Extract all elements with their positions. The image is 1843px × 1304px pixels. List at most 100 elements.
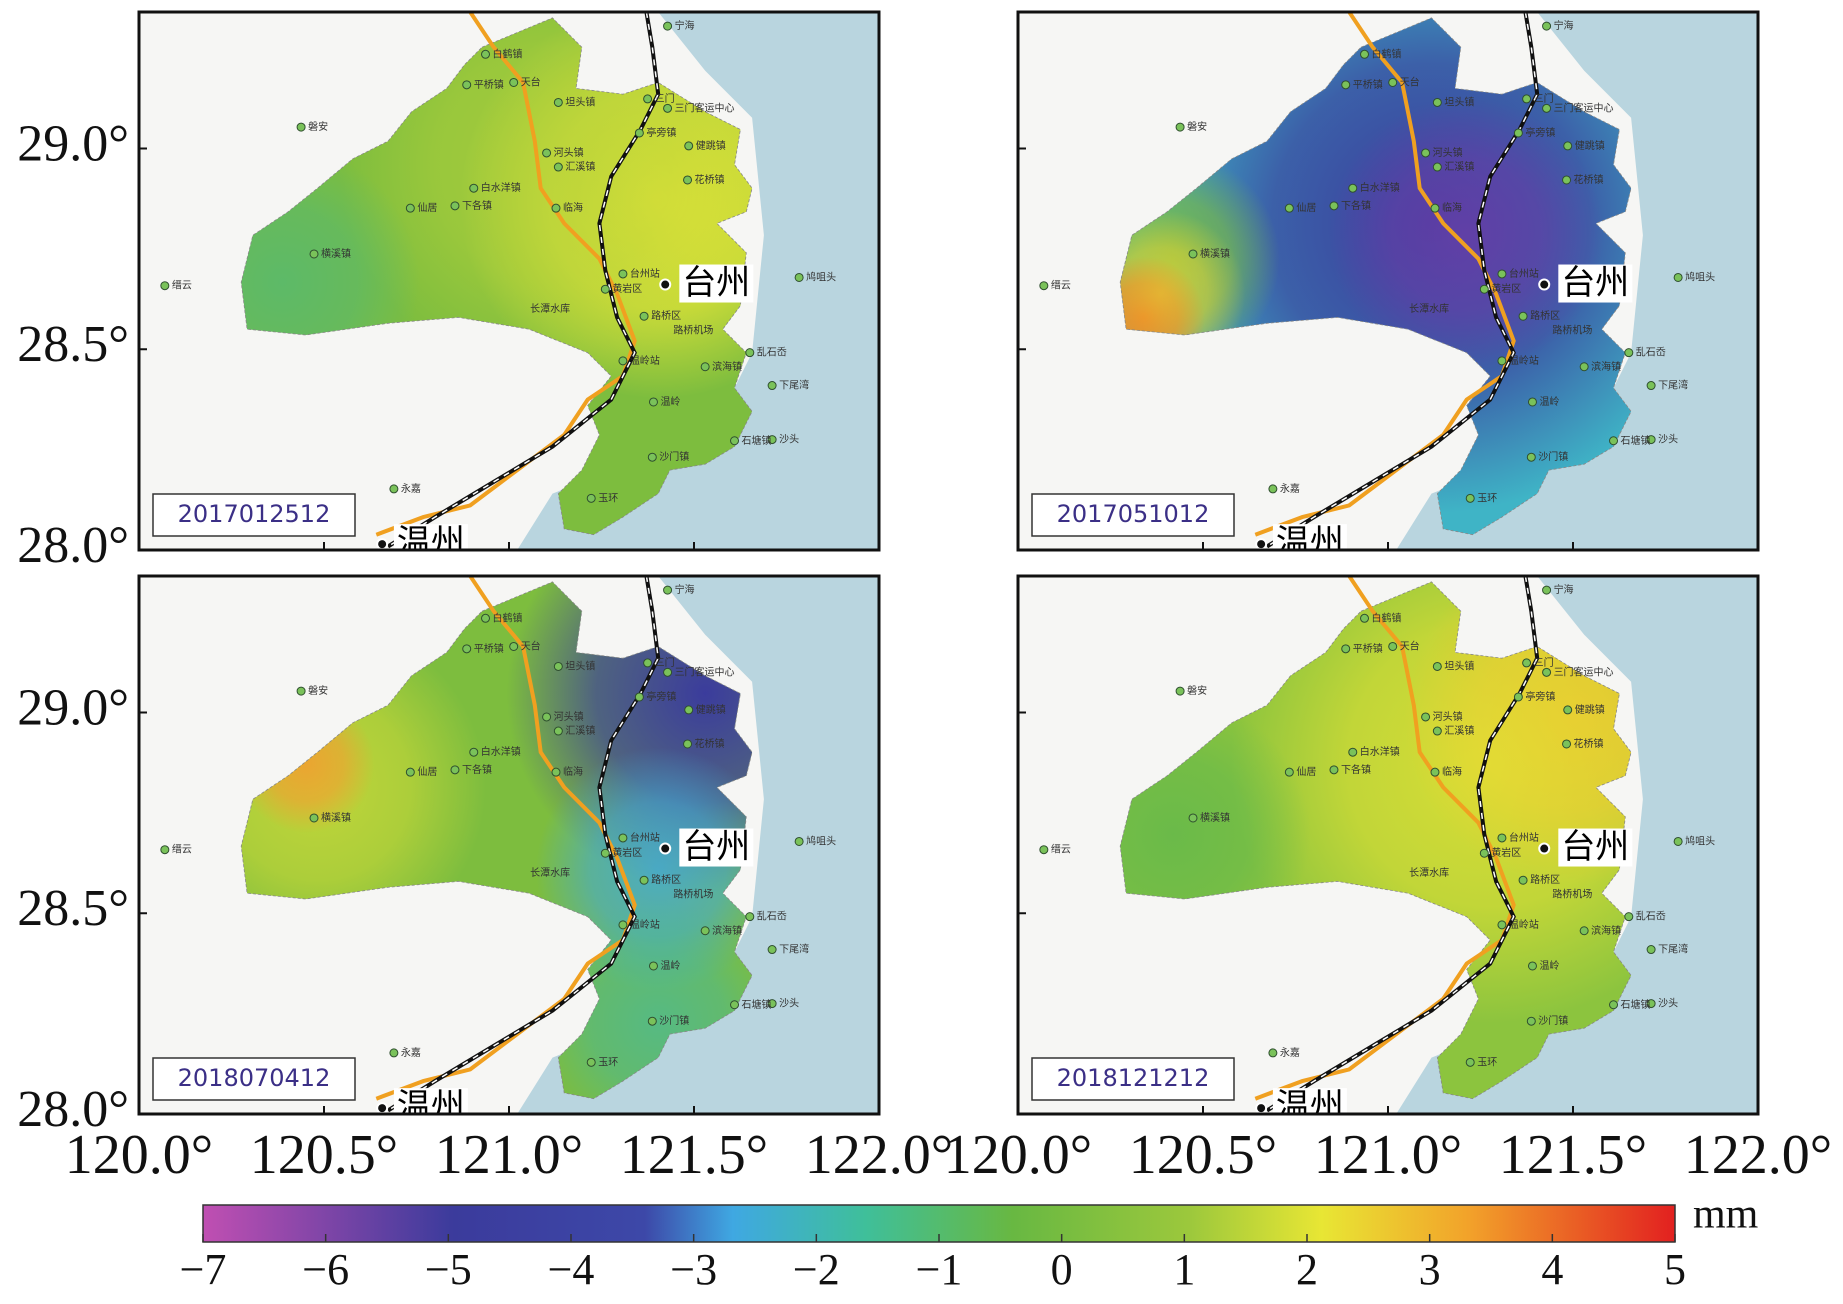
place-label: 下尾湾 bbox=[779, 943, 809, 956]
place-marker bbox=[1188, 813, 1198, 823]
place-marker bbox=[469, 747, 479, 757]
place-marker bbox=[1175, 686, 1185, 696]
city-marker bbox=[659, 842, 672, 855]
city-label: 温州 bbox=[397, 1087, 465, 1127]
place-label: 天台 bbox=[1400, 639, 1420, 652]
y-tick-label: 28.5° bbox=[17, 316, 129, 373]
field-blob bbox=[1329, 97, 1605, 373]
place-label: 路桥机场 bbox=[1552, 323, 1592, 336]
x-tick-label: 122.0° bbox=[1684, 1124, 1832, 1186]
place-marker bbox=[1268, 1048, 1278, 1058]
place-label: 缙云 bbox=[172, 279, 192, 292]
date-label: 2018070412 bbox=[178, 1064, 331, 1092]
place-marker bbox=[481, 49, 491, 59]
place-marker bbox=[600, 848, 610, 858]
place-label: 三门客运中心 bbox=[1554, 665, 1614, 678]
sea bbox=[517, 12, 879, 550]
place-label: 三门 bbox=[655, 92, 675, 105]
place-marker bbox=[542, 148, 552, 158]
place-label: 横溪镇 bbox=[321, 247, 351, 260]
city-label-box bbox=[1272, 524, 1347, 550]
place-marker bbox=[634, 128, 644, 138]
place-label: 路桥机场 bbox=[673, 323, 713, 336]
city-marker bbox=[376, 1102, 389, 1114]
place-label: 横溪镇 bbox=[1200, 811, 1230, 824]
place-marker bbox=[700, 362, 710, 372]
place-label: 河头镇 bbox=[554, 146, 584, 159]
place-label: 临海 bbox=[563, 765, 583, 778]
place-marker bbox=[1465, 1057, 1475, 1067]
place-label: 滨海镇 bbox=[712, 360, 742, 373]
place-marker bbox=[296, 122, 306, 132]
place-marker bbox=[683, 739, 693, 749]
city-marker bbox=[1255, 538, 1268, 550]
place-label: 三门 bbox=[655, 656, 675, 669]
highway bbox=[375, 12, 637, 537]
place-marker bbox=[1432, 726, 1442, 736]
place-label: 下尾湾 bbox=[779, 379, 809, 392]
place-marker bbox=[586, 493, 596, 503]
place-marker bbox=[469, 183, 479, 193]
place-label: 磐安 bbox=[308, 120, 328, 133]
x-tick-label: 120.5° bbox=[1129, 1124, 1277, 1186]
x-tick-label: 122.0° bbox=[805, 1124, 953, 1186]
place-label: 缙云 bbox=[172, 843, 192, 856]
place-marker bbox=[462, 80, 472, 90]
city-marker bbox=[659, 278, 672, 291]
place-marker bbox=[1526, 452, 1536, 462]
city-label-box bbox=[1558, 828, 1633, 867]
place-marker bbox=[1479, 848, 1489, 858]
date-box bbox=[152, 1057, 356, 1101]
place-marker bbox=[1624, 348, 1634, 358]
city-marker bbox=[376, 538, 389, 550]
colorbar-tick-label: −7 bbox=[180, 1245, 227, 1294]
place-marker bbox=[296, 686, 306, 696]
place-label: 三门客运中心 bbox=[675, 101, 735, 114]
colorbar-tick-label: 2 bbox=[1296, 1245, 1318, 1294]
colorbar-tick-label: −1 bbox=[916, 1245, 963, 1294]
place-label: 下各镇 bbox=[462, 199, 492, 212]
colorbar-tick-label: 1 bbox=[1173, 1245, 1195, 1294]
place-label: 温岭站 bbox=[1509, 918, 1539, 931]
place-marker bbox=[647, 1016, 657, 1026]
place-marker bbox=[509, 77, 519, 87]
place-label: 白水洋镇 bbox=[1360, 745, 1400, 758]
place-label: 河头镇 bbox=[554, 710, 584, 723]
place-marker bbox=[634, 692, 644, 702]
place-marker bbox=[1673, 272, 1683, 282]
place-label: 沙门镇 bbox=[1538, 1014, 1568, 1027]
place-label: 白鹤镇 bbox=[493, 611, 523, 624]
place-label: 健跳镇 bbox=[1575, 703, 1605, 716]
place-marker bbox=[1432, 97, 1442, 107]
place-label: 白水洋镇 bbox=[481, 745, 521, 758]
place-marker bbox=[1562, 739, 1572, 749]
y-tick-label: 28.0° bbox=[17, 1081, 129, 1138]
place-marker bbox=[1497, 356, 1507, 366]
place-marker bbox=[1527, 397, 1537, 407]
place-marker bbox=[639, 311, 649, 321]
place-label: 健跳镇 bbox=[696, 139, 726, 152]
place-marker bbox=[648, 961, 658, 971]
x-tick-label: 121.5° bbox=[620, 1124, 768, 1186]
city-label-box bbox=[679, 264, 754, 303]
place-label: 长潭水库 bbox=[530, 302, 570, 315]
highway bbox=[375, 576, 637, 1101]
place-label: 沙头 bbox=[779, 434, 799, 446]
place-marker bbox=[1341, 80, 1351, 90]
place-label: 沙头 bbox=[1658, 434, 1678, 446]
place-label: 仙居 bbox=[1296, 201, 1316, 214]
place-marker bbox=[1432, 162, 1442, 172]
railway-inner bbox=[1266, 576, 1538, 1112]
place-marker bbox=[551, 203, 561, 213]
place-label: 宁海 bbox=[1554, 583, 1574, 596]
place-marker bbox=[1579, 926, 1589, 936]
place-label: 沙门镇 bbox=[659, 450, 689, 463]
place-label: 温岭站 bbox=[1509, 354, 1539, 367]
colorbar-tick-label: 0 bbox=[1051, 1245, 1073, 1294]
place-marker bbox=[1527, 961, 1537, 971]
city-label: 台州 bbox=[1561, 827, 1629, 867]
city-label: 台州 bbox=[682, 263, 750, 303]
